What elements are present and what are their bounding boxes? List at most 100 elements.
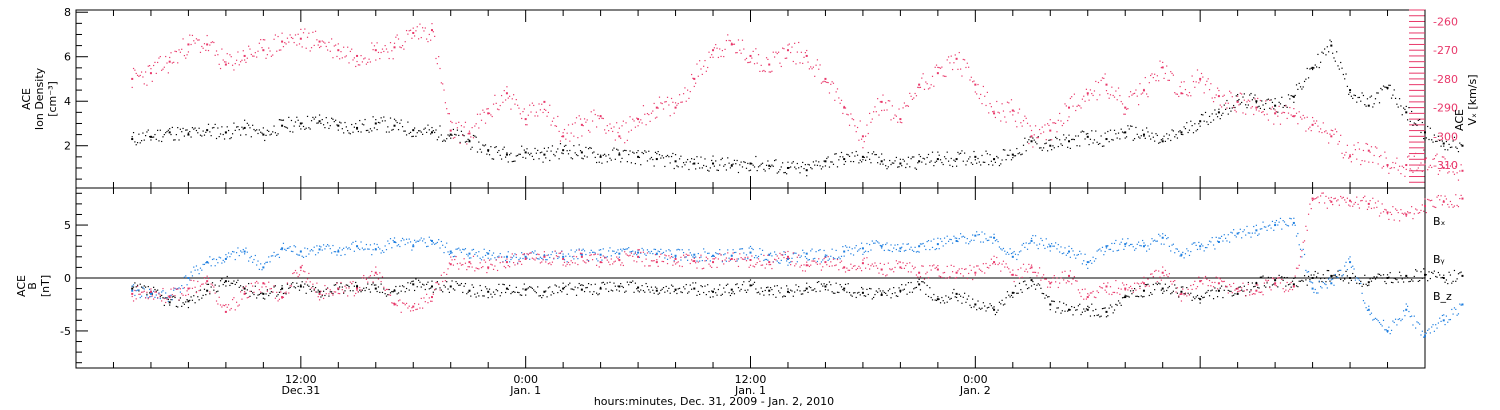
by-texture-dot xyxy=(293,245,295,247)
ion-density-texture-dot xyxy=(960,152,962,154)
by-texture-dot xyxy=(337,249,339,251)
by-texture-dot xyxy=(708,252,710,254)
by-texture-dot xyxy=(1092,256,1094,258)
bx-texture-dot xyxy=(385,295,388,297)
bx-texture-dot xyxy=(1230,290,1232,293)
by-texture-dot xyxy=(518,258,520,261)
ion-density-texture-dot xyxy=(1073,138,1075,141)
vx-texture-dot xyxy=(304,28,306,30)
bx-point xyxy=(131,287,134,290)
bx-texture-dot xyxy=(177,306,179,308)
ion-density-texture-dot xyxy=(340,122,342,124)
bx-texture-dot xyxy=(1192,296,1195,298)
ion-density-texture-dot xyxy=(256,129,258,131)
bz-texture-dot xyxy=(201,283,203,285)
by-texture-dot xyxy=(591,251,594,253)
by-texture-dot xyxy=(926,240,928,243)
vx-texture-dot xyxy=(139,74,141,77)
by-texture-dot xyxy=(1107,245,1109,247)
bx-point xyxy=(918,283,921,286)
ion-density-texture-dot xyxy=(381,120,384,122)
bx-texture-dot xyxy=(594,283,596,285)
by-texture-dot xyxy=(1223,234,1225,236)
vx-texture-dot xyxy=(365,63,368,65)
vx-texture-dot xyxy=(1385,157,1387,159)
ion-density-texture-dot xyxy=(586,156,588,158)
vx-texture-dot xyxy=(1097,81,1100,84)
bz-texture-dot xyxy=(654,254,657,256)
by-texture-dot xyxy=(1037,247,1039,250)
ion-density-texture-dot xyxy=(693,158,695,160)
vx-texture-dot xyxy=(680,101,682,103)
bz-texture-dot xyxy=(506,258,508,260)
by-texture-dot xyxy=(1219,237,1221,239)
vx-texture-dot xyxy=(292,37,294,40)
bz-texture-dot xyxy=(462,263,464,266)
bottom-panel-data xyxy=(131,192,1464,338)
bx-texture-dot xyxy=(772,293,774,296)
ion-density-texture-dot xyxy=(249,127,251,129)
by-texture-dot xyxy=(1334,273,1336,276)
vx-texture-dot xyxy=(1407,156,1409,158)
bx-texture-dot xyxy=(454,289,456,291)
by-texture-dot xyxy=(422,240,424,242)
bx-texture-dot xyxy=(989,303,991,305)
vx-texture-dot xyxy=(866,124,868,126)
vx-point xyxy=(1292,115,1295,118)
ion-density-texture-dot xyxy=(1148,135,1150,137)
bz-texture-dot xyxy=(324,284,326,287)
vx-texture-dot xyxy=(535,111,537,113)
vx-texture-dot xyxy=(231,64,234,66)
vx-texture-dot xyxy=(652,110,654,112)
bx-texture-dot xyxy=(776,285,778,287)
vx-texture-dot xyxy=(187,51,190,53)
by-texture-dot xyxy=(859,247,861,250)
by-texture-dot xyxy=(1022,242,1025,245)
ion-density-texture-dot xyxy=(685,161,687,163)
ion-density-point xyxy=(843,158,846,161)
ion-density-point xyxy=(1386,86,1389,89)
vx-texture-dot xyxy=(435,57,437,60)
vx-texture-dot xyxy=(526,124,528,126)
vx-texture-dot xyxy=(1204,84,1207,86)
ion-density-texture-dot xyxy=(919,155,922,158)
bx-texture-dot xyxy=(230,282,232,284)
bz-point xyxy=(955,271,958,274)
vx-texture-dot xyxy=(348,62,350,64)
ion-density-texture-dot xyxy=(812,161,814,163)
bx-texture-dot xyxy=(1266,282,1268,284)
by-texture-dot xyxy=(732,249,734,251)
bx-texture-dot xyxy=(602,281,604,283)
ion-density-texture-dot xyxy=(442,140,444,142)
ion-density-point xyxy=(1349,89,1352,92)
bx-texture-dot xyxy=(886,294,888,296)
vx-texture-dot xyxy=(1018,108,1021,110)
vx-texture-dot xyxy=(1085,88,1088,90)
bx-texture-dot xyxy=(233,280,235,282)
by-texture-dot xyxy=(1291,224,1294,226)
bx-texture-dot xyxy=(1249,291,1251,293)
bx-texture-dot xyxy=(759,293,761,295)
vx-texture-dot xyxy=(1047,123,1049,125)
by-texture-dot xyxy=(838,256,840,258)
bx-texture-dot xyxy=(567,284,570,286)
vx-texture-dot xyxy=(616,122,618,124)
vx-texture-dot xyxy=(867,132,869,135)
by-texture-dot xyxy=(1427,329,1429,332)
by-texture-dot xyxy=(245,247,247,249)
bz-texture-dot xyxy=(598,266,600,268)
top-right-tick-label: -280 xyxy=(1433,73,1458,86)
vx-texture-dot xyxy=(1132,93,1134,95)
bz-texture-dot xyxy=(566,263,568,265)
ion-density-texture-dot xyxy=(458,134,460,137)
ion-density-texture-dot xyxy=(748,170,750,172)
by-texture-dot xyxy=(692,256,694,258)
vx-texture-dot xyxy=(1262,111,1264,113)
by-texture-dot xyxy=(451,252,453,254)
bz-texture-dot xyxy=(622,264,624,267)
ion-density-texture-dot xyxy=(696,156,698,158)
vx-texture-dot xyxy=(250,53,252,56)
vx-texture-dot xyxy=(1373,154,1375,157)
vx-texture-dot xyxy=(569,140,571,142)
ion-density-texture-dot xyxy=(492,158,495,160)
